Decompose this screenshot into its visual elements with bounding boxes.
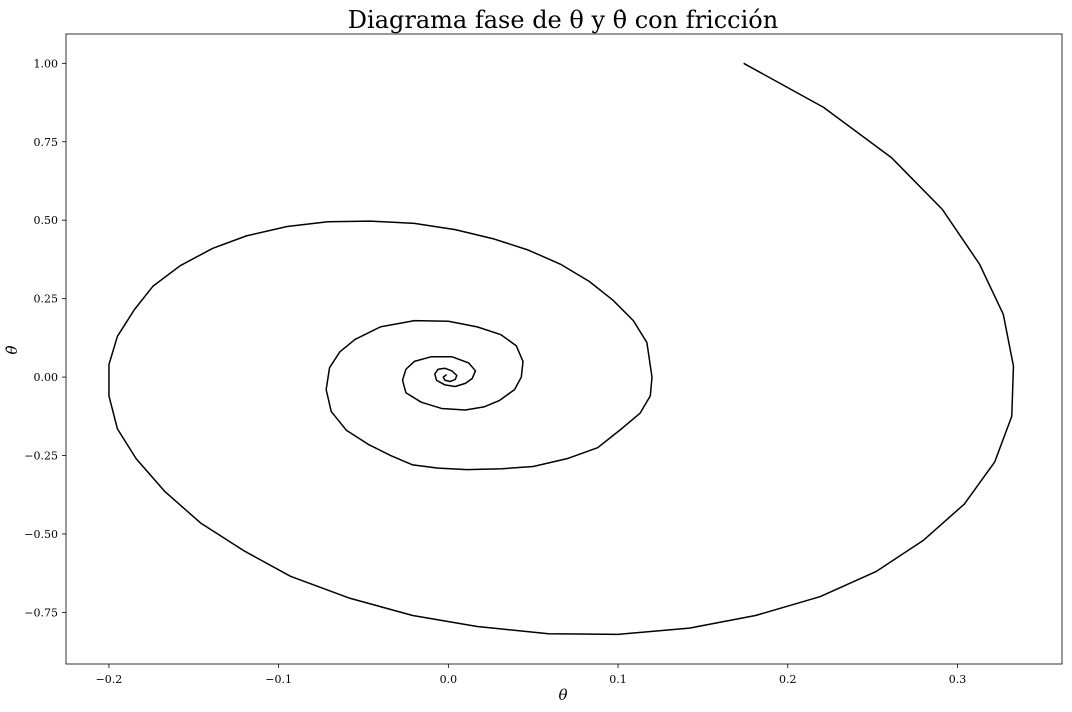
y-tick-label: 1.00 [34,57,59,70]
y-tick-label: −0.50 [24,528,58,541]
x-tick-label: 0.3 [949,673,967,686]
y-tick-label: 0.75 [34,136,59,149]
chart-title: Diagrama fase de θ y θ̇ con fricción [348,6,778,34]
plot-frame [65,33,1063,665]
x-tick-label: 0.0 [440,673,458,686]
x-tick-label: 0.2 [779,673,797,686]
x-axis: −0.2 −0.1 0.0 0.1 0.2 0.3 [96,664,967,686]
series-line-0 [108,62,1015,636]
x-tick-label: −0.2 [96,673,123,686]
x-axis-label: θ [558,686,567,704]
x-tick-label: 0.1 [609,673,627,686]
y-tick-label: 0.50 [34,214,59,227]
y-tick-label: −0.25 [24,450,58,463]
plot-area [65,33,1063,665]
y-tick-label: 0.25 [34,293,59,306]
y-axis-label: θ̇ [3,345,21,354]
y-tick-label: −0.75 [24,606,58,619]
y-tick-label: 0.00 [34,371,59,384]
x-tick-label: −0.1 [265,673,292,686]
y-axis: −0.75 −0.50 −0.25 0.00 0.25 0.50 0.75 1.00 [24,57,66,619]
